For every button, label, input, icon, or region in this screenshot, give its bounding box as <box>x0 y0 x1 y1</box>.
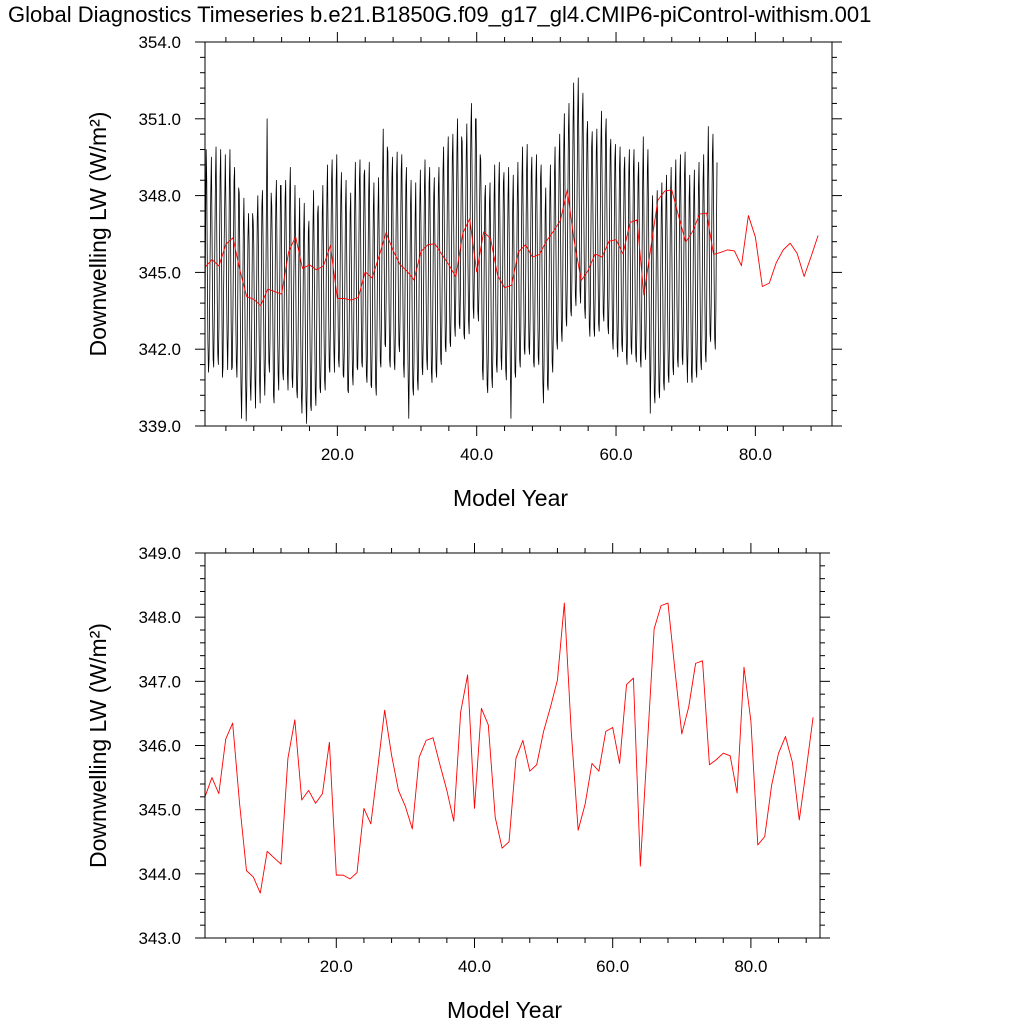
panel-top: 339.0 342.0 345.0 348.0 351.0 354.0 20.0 40.0 60… <box>85 32 842 511</box>
x-tick-label: 20.0 <box>320 957 353 976</box>
x-tick-label: 40.0 <box>458 957 491 976</box>
x-tick-label: 40.0 <box>460 445 493 464</box>
series-annual-line <box>204 189 819 307</box>
y-tick-label: 344.0 <box>138 865 181 884</box>
x-tick-label: 80.0 <box>734 957 767 976</box>
y-tick-label: 348.0 <box>138 608 181 627</box>
y-tick-label: 354.0 <box>138 33 181 52</box>
y-tick-label: 349.0 <box>138 544 181 563</box>
y-tick-label: 351.0 <box>138 110 181 129</box>
series-monthly-line <box>204 77 718 424</box>
y-tick-label: 348.0 <box>138 187 181 206</box>
y-tick-label: 345.0 <box>138 263 181 282</box>
y-tick-label: 342.0 <box>138 340 181 359</box>
x-tick-label: 80.0 <box>739 445 772 464</box>
panel-bottom: 343.0 344.0 345.0 346.0 347.0 348.0 349.0 20.0 4… <box>85 543 830 1023</box>
x-tick-label: 60.0 <box>599 445 632 464</box>
y-axis-label: Downwelling LW (W/m²) <box>85 112 111 357</box>
y-tick-label: 339.0 <box>138 417 181 436</box>
figure-title: Global Diagnostics Timeseries b.e21.B185… <box>8 2 871 27</box>
y-tick-label: 347.0 <box>138 672 181 691</box>
x-tick-label: 20.0 <box>321 445 354 464</box>
y-axis-label: Downwelling LW (W/m²) <box>85 623 111 868</box>
x-axis-label: Model Year <box>447 997 562 1023</box>
y-tick-label: 345.0 <box>138 801 181 820</box>
plot-frame <box>204 41 833 427</box>
y-tick-label: 343.0 <box>138 929 181 948</box>
x-axis-label: Model Year <box>453 485 568 511</box>
series-annual-line <box>204 602 814 894</box>
x-tick-label: 60.0 <box>596 957 629 976</box>
y-tick-label: 346.0 <box>138 737 181 756</box>
